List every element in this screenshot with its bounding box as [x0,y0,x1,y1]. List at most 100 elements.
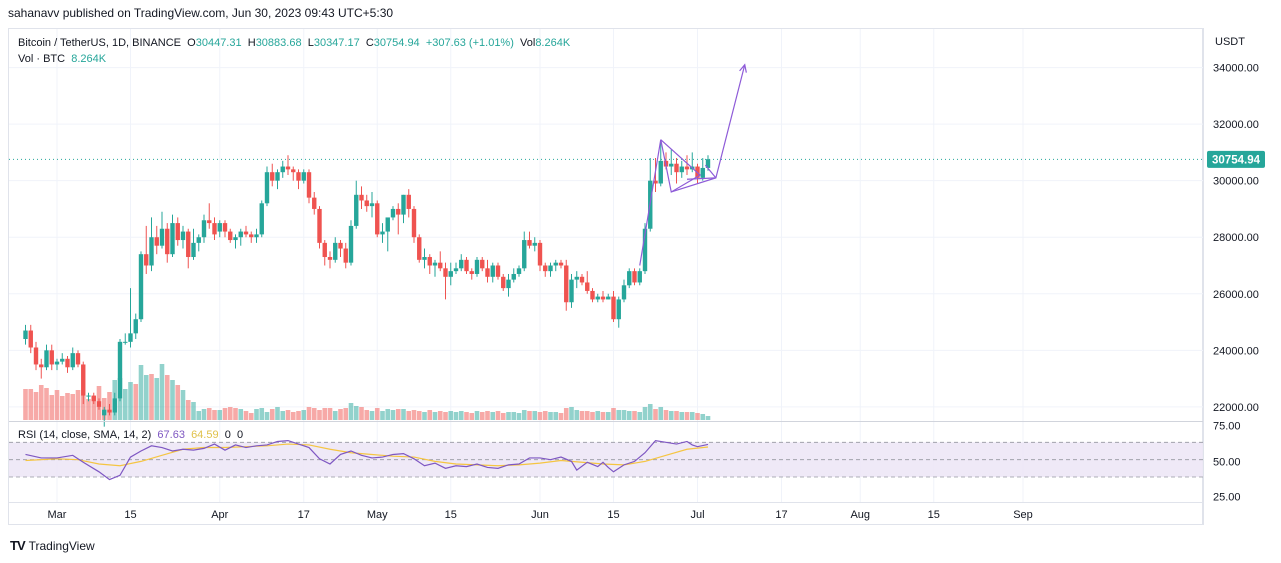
candle-body [60,358,65,362]
candle-body [327,257,333,260]
candle-body [91,395,96,402]
candle-body [700,167,705,178]
candle-body [385,217,390,232]
volume-bar [647,404,653,420]
volume-bar [668,411,674,420]
candle-body [212,223,217,235]
vol-btc-label[interactable]: Vol · BTC [18,53,66,65]
volume-bar [154,378,160,420]
candle-body [233,237,238,241]
volume-bar [290,412,296,420]
volume-bar [516,413,522,420]
time-tick-label: 15 [607,509,619,521]
grid [9,29,1203,502]
volume-bar [23,389,28,420]
candle-body [243,231,249,235]
symbol-legend: Bitcoin / TetherUS, 1D, BINANCE O30447.3… [18,35,570,67]
volume-bar [626,411,632,420]
symbol-title[interactable]: Bitcoin / TetherUS, 1D, BINANCE [18,37,182,49]
candle-body [175,223,180,241]
pennant-lower-edge [686,177,716,180]
volume-bar [401,409,406,420]
volume-bar [422,412,427,420]
legend-volume-row: Vol · BTC 8.264K [18,51,570,67]
candle-body [128,333,133,342]
last-price-value: 30754.94 [1212,154,1261,166]
candle-body [705,159,711,168]
volume-bar [138,365,144,420]
volume-bar [542,411,548,420]
candle-body [548,265,553,272]
volume-bar [385,409,391,420]
tradingview-logo-icon[interactable]: TV [10,538,26,553]
candle-body [642,228,648,272]
volume-bar [254,409,259,420]
candle-body [558,262,564,266]
volume-bar [689,412,695,420]
rsi-tick-label: 25.00 [1213,492,1241,504]
volume-bar [170,380,175,420]
volume-bar [28,389,34,420]
candle-body [107,409,112,413]
candle-body [616,299,621,320]
candle-body [123,341,128,343]
candle-body [343,248,348,263]
volume-bar [548,412,553,420]
candle-body [312,197,317,209]
candle-body [165,228,170,255]
volume-bar [238,409,244,420]
volume-bar [458,411,464,420]
volume-bar [500,413,506,420]
candle-body [138,254,144,320]
candle-body [569,279,574,303]
candle-body [75,353,81,365]
volume-bar [175,385,181,420]
price-tick-label: 34000.00 [1213,63,1259,75]
candle-body [65,358,70,368]
candle-body [338,242,343,249]
candle-body [453,268,459,272]
volume-bar [506,412,511,420]
footer: TV TradingView [10,538,95,553]
volume-bar [311,408,317,420]
volume-bar [374,408,380,420]
volume-bar [149,374,154,420]
candle-body [658,160,663,184]
volume-bar [275,407,280,420]
candle-body [637,271,642,283]
vol-btc-value: 8.264K [71,53,107,65]
candle-body [354,194,359,226]
candle-body [585,282,590,291]
volume-bar [65,393,70,420]
chart-frame[interactable] [8,28,1203,525]
price-axis-ticks: 34000.00 32000.00 30000.00 28000.00 26000.00… [1213,63,1259,414]
candle-body [406,194,411,209]
candle-body [611,296,616,320]
time-axis-ticks: Mar 15 Apr 17 May 15 Jun 15 Jul 17 Aug 15 Sep [48,509,1033,521]
volume-bar [91,396,97,420]
candle-body [33,347,39,365]
candle-body [543,265,548,272]
volume-bar [611,408,616,420]
candle-body [679,166,684,173]
candle-body [674,163,679,173]
volume-bar [80,395,86,420]
price-tick-label: 24000.00 [1213,345,1259,357]
candle-body [207,220,212,224]
volume-bar [364,410,370,420]
candle-body [191,242,196,258]
candle-body [201,220,207,238]
time-tick-label: Aug [850,509,870,521]
volume-bar [164,375,170,420]
candle-body [527,240,532,246]
time-tick-label: 15 [124,509,136,521]
candle-body [621,285,627,300]
rsi-title[interactable]: RSI (14, close, SMA, 14, 2) [18,429,152,441]
vol-label: Vol [520,37,536,49]
volume-bar [479,412,485,420]
candle-body [469,271,474,274]
publisher-header: sahanavv published on TradingView.com, J… [8,6,394,20]
candle-body [375,203,380,235]
rsi-legend: RSI (14, close, SMA, 14, 2) 67.63 64.59 … [18,429,243,441]
